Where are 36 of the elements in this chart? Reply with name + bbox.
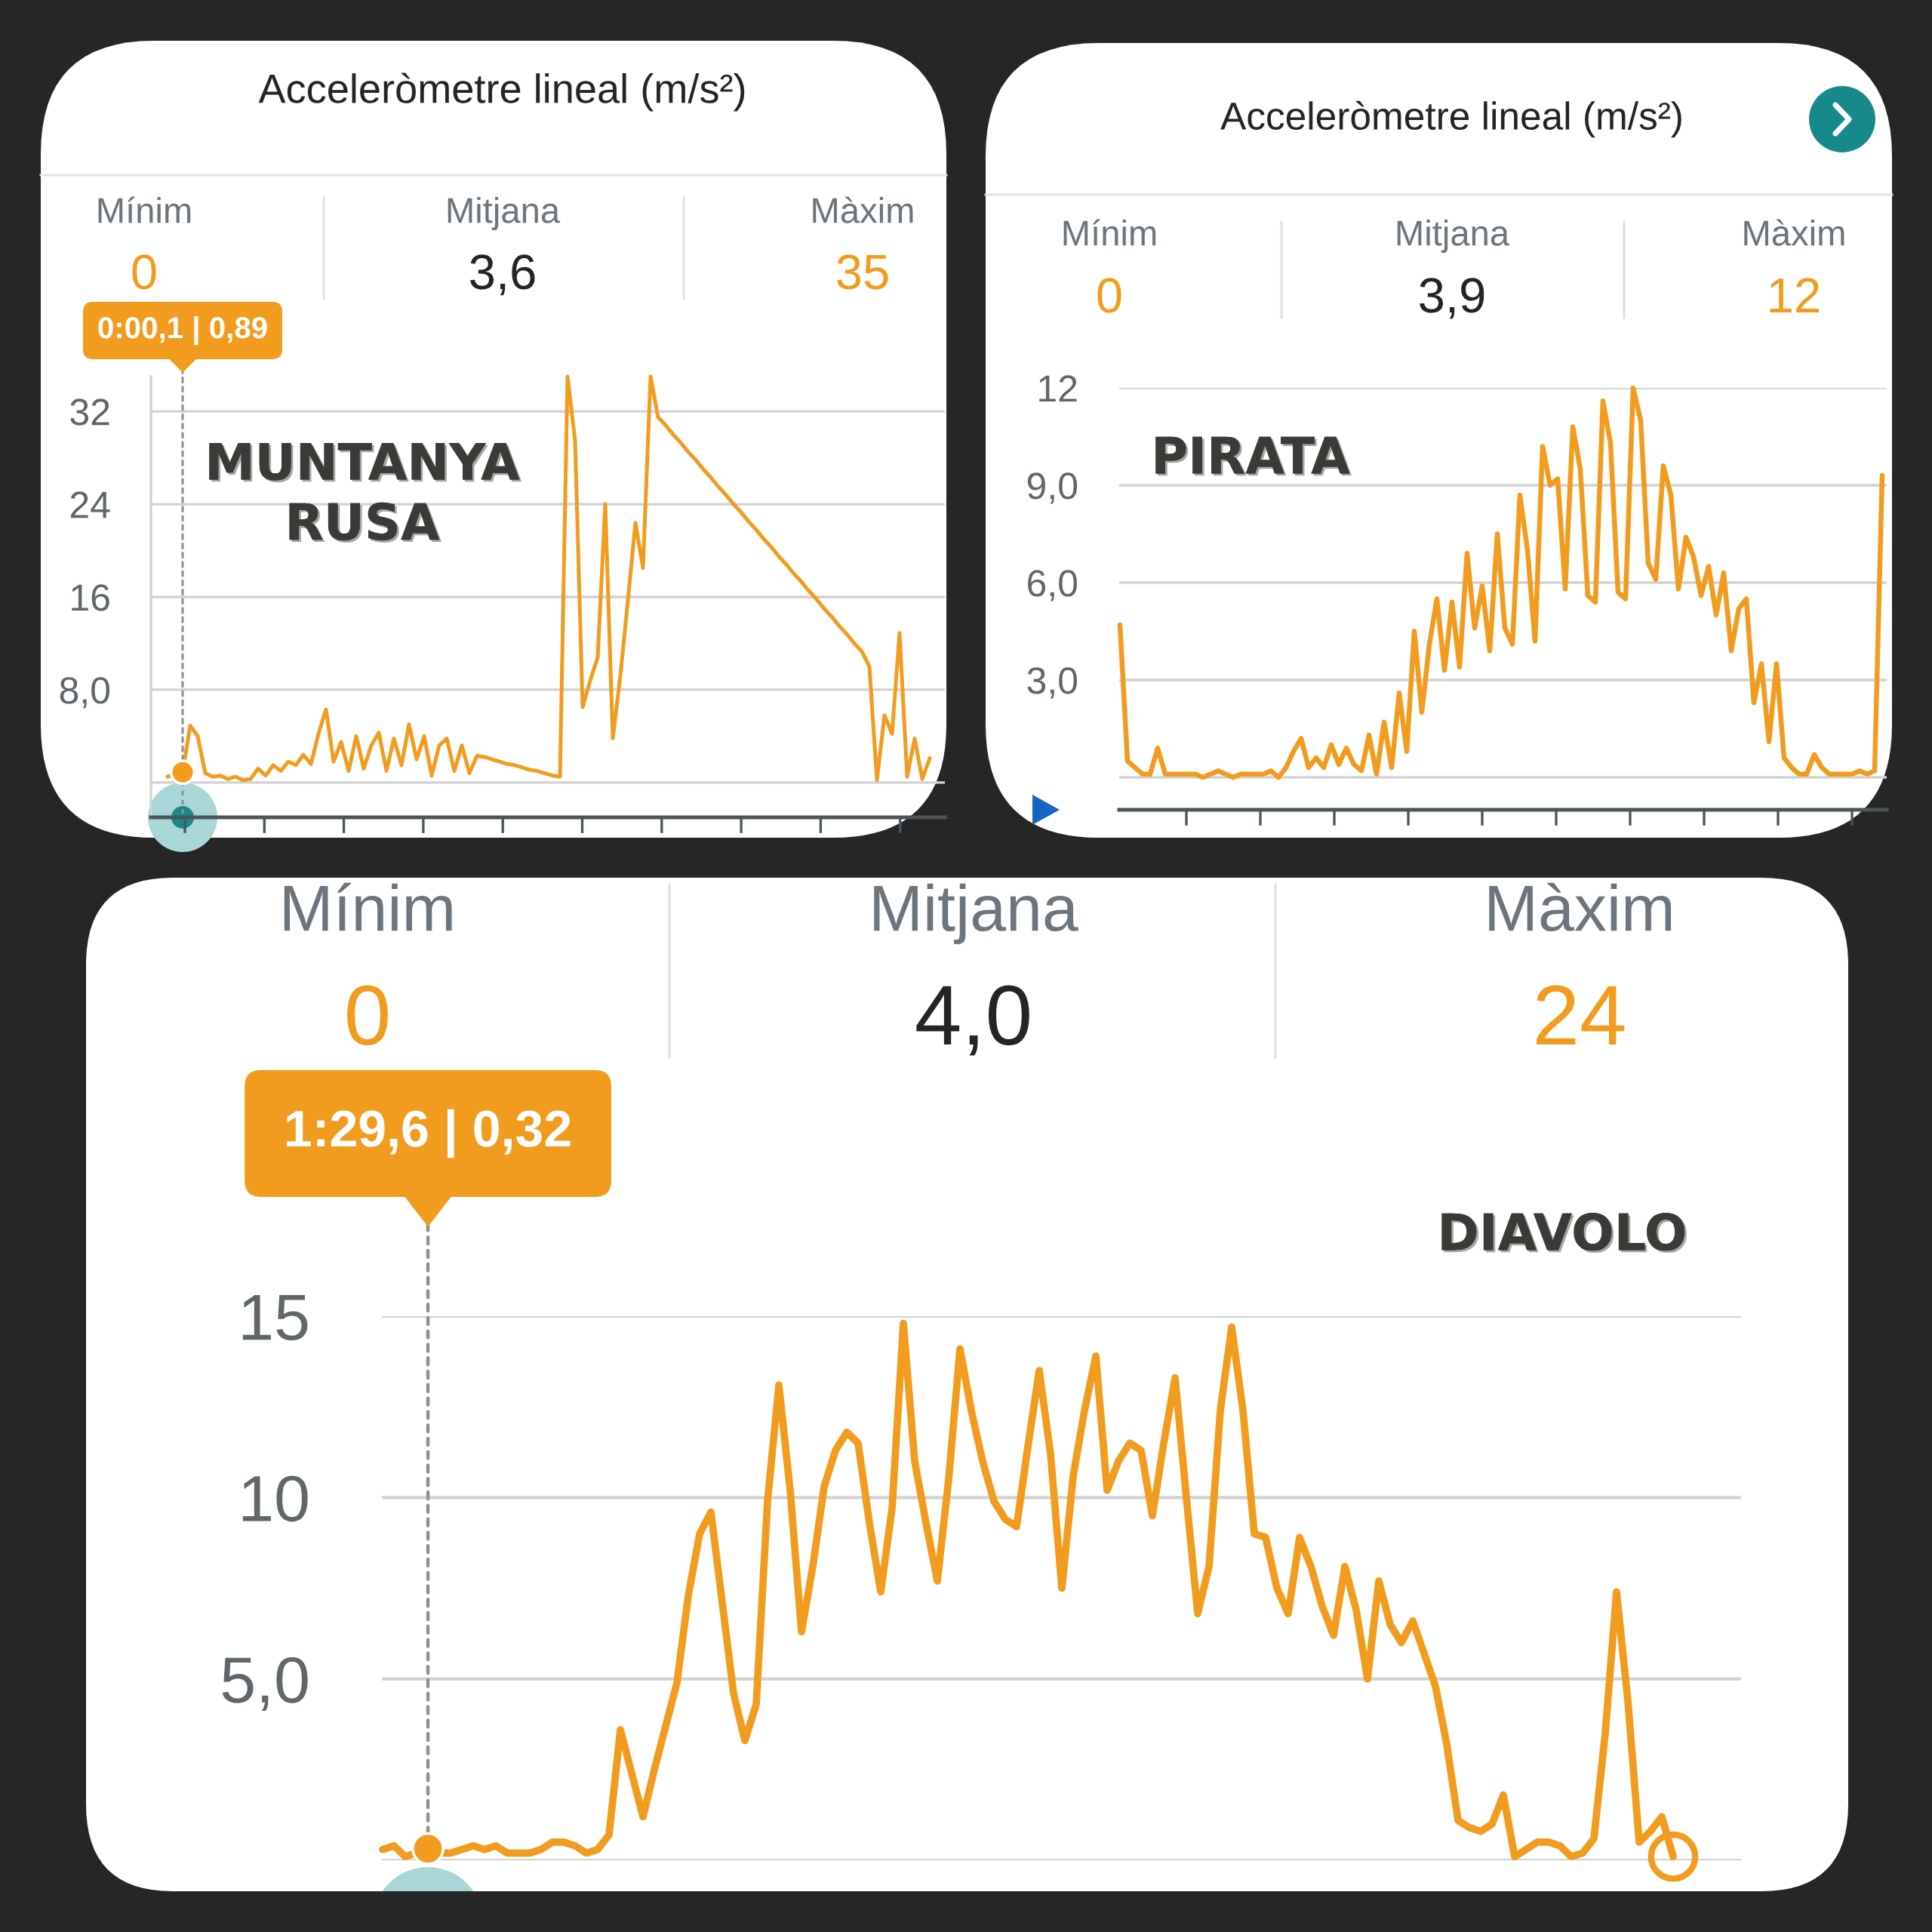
text: 3,6 xyxy=(470,254,535,296)
chart-title: Acceleròmetre lineal (m/s²) xyxy=(258,72,745,112)
text: Mitjana xyxy=(874,883,1078,945)
text: Mitjana xyxy=(1397,219,1510,254)
text: Mínim xyxy=(1063,219,1156,246)
y-tick-label: 32 xyxy=(70,398,109,426)
text: 0 xyxy=(347,985,388,1046)
y-tick-label: 15 xyxy=(242,1294,308,1341)
chart-title: Acceleròmetre lineal (m/s²) xyxy=(1220,100,1681,138)
y-tick-label: 6,0 xyxy=(1028,570,1078,601)
text: 4,0 xyxy=(916,985,1029,1056)
text: Màxim xyxy=(1744,219,1844,246)
y-tick-label: 12 xyxy=(1039,375,1077,402)
text: Mitjana xyxy=(448,196,561,231)
text: 0 xyxy=(1097,278,1121,313)
annotation: MUNTANYA RUSA xyxy=(209,442,522,543)
text: Mínim xyxy=(98,196,191,223)
y-tick-label: 3,0 xyxy=(1027,667,1078,699)
text: Màxim xyxy=(1489,882,1672,932)
y-tick-label: 5,0 xyxy=(222,1657,308,1711)
annotation: 0:00,1 | 0,89 xyxy=(98,315,267,346)
text: DIAVOLO xyxy=(1441,1212,1687,1254)
text: 12 xyxy=(1770,278,1820,312)
y-tick-label: 9,0 xyxy=(1027,472,1078,504)
text: 0 xyxy=(132,254,156,290)
text: 35 xyxy=(837,254,888,290)
annotation: PIRATA xyxy=(1155,436,1352,476)
y-tick-label: 16 xyxy=(72,584,109,611)
text: 24 xyxy=(1537,985,1625,1045)
y-tick-label: 24 xyxy=(70,491,110,518)
y-tick-label: 10 xyxy=(242,1475,308,1522)
text: Mínim xyxy=(284,882,452,931)
annotation: 1:29,6 | 0,32 xyxy=(287,1109,571,1158)
y-tick-label: 8,0 xyxy=(60,677,110,709)
text: Màxim xyxy=(813,196,913,223)
text: 3,9 xyxy=(1420,278,1484,319)
